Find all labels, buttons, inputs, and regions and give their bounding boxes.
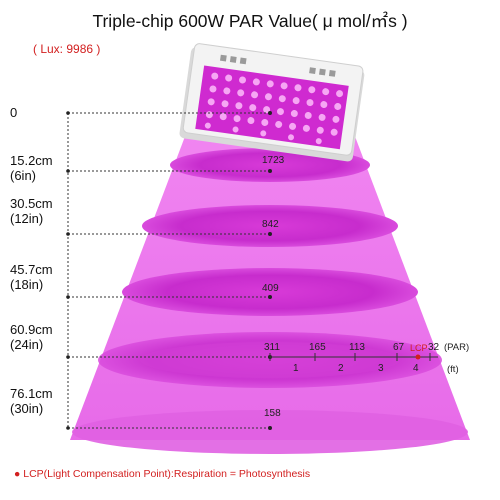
- scale-par-3ft: 67: [393, 342, 405, 353]
- vent-slots: [219, 54, 336, 77]
- lux-value: ( Lux: 9986 ): [33, 42, 101, 56]
- distance-label-0: 0: [10, 105, 18, 120]
- page-title: Triple-chip 600W PAR Value( μ mol/㎡s ): [92, 11, 408, 31]
- light-area-76cm: [72, 410, 468, 454]
- par-value-45cm: 409: [262, 283, 279, 294]
- distance-label-60cm: 60.9cm (24in): [10, 322, 53, 352]
- distance-label-15cm: 15.2cm (6in): [10, 153, 53, 183]
- par-unit: (PAR): [444, 342, 470, 353]
- par-value-60cm-center: 311: [264, 342, 280, 353]
- ft-mark-1: 1: [293, 363, 299, 374]
- lcp-dot: [415, 354, 421, 360]
- scale-par-2ft: 113: [349, 342, 365, 353]
- light-area-45cm: [122, 268, 418, 316]
- ft-mark-3: 3: [378, 363, 384, 374]
- ft-mark-2: 2: [338, 363, 344, 374]
- led-chips: [204, 72, 344, 145]
- measurement-points: [66, 111, 272, 430]
- distance-label-76cm: 76.1cm (30in): [10, 386, 53, 416]
- par-value-15cm: 1723: [262, 155, 285, 166]
- scale-par-4ft: 32: [428, 342, 440, 353]
- distance-label-45cm: 45.7cm (18in): [10, 262, 53, 292]
- par-value-30cm: 842: [262, 219, 279, 230]
- scale-par-1ft: 165: [309, 342, 326, 353]
- led-fixture: [179, 43, 365, 162]
- lcp-footnote: ● LCP(Light Compensation Point):Respirat…: [14, 468, 311, 480]
- distance-label-30cm: 30.5cm (12in): [10, 196, 53, 226]
- horizontal-scale: [269, 353, 438, 361]
- ft-mark-4: 4: [413, 363, 419, 374]
- light-area-30cm: [142, 205, 398, 247]
- par-value-76cm: 158: [264, 408, 281, 419]
- lcp-label: LCP: [410, 343, 428, 353]
- distance-leaders: [68, 112, 270, 429]
- ft-unit: (ft): [447, 364, 459, 375]
